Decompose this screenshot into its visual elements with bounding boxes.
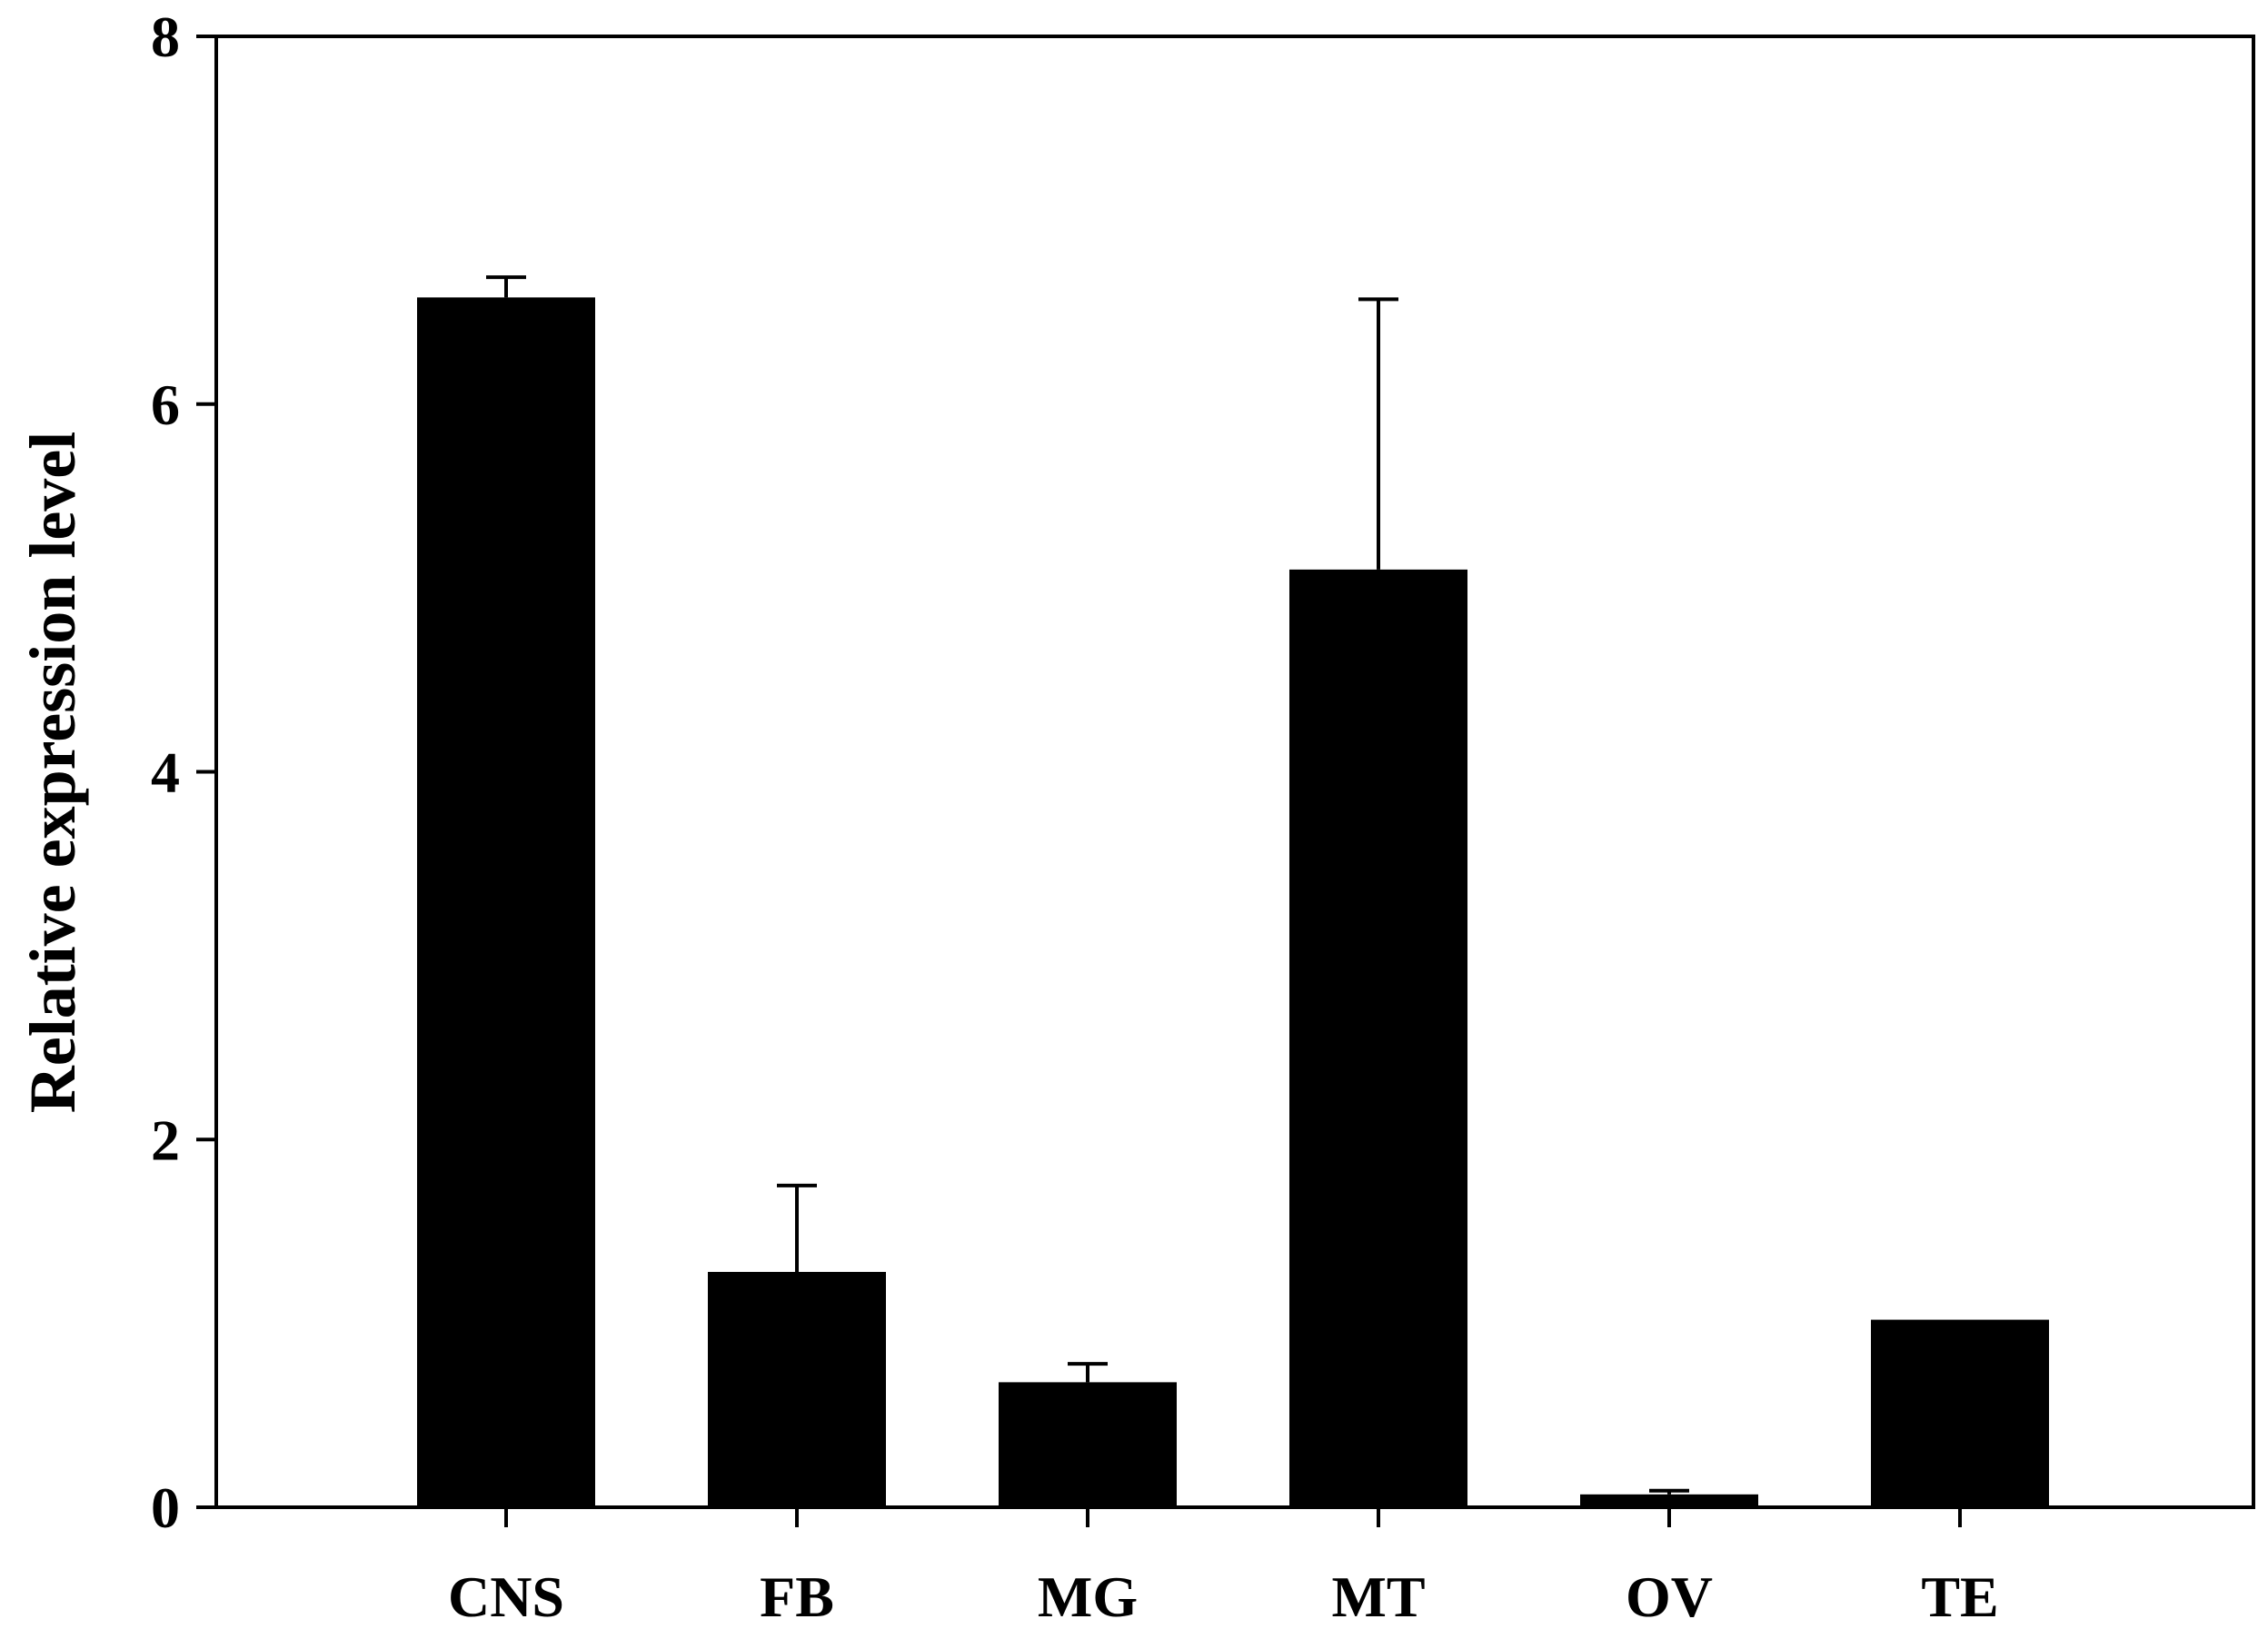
y-axis-title: Relative expression level xyxy=(16,432,89,1114)
y-tick-label-8: 8 xyxy=(151,5,180,69)
x-tick-label-cns: CNS xyxy=(448,1564,564,1629)
x-tick-label-ov: OV xyxy=(1626,1564,1713,1629)
x-axis-ticks: CNS FB MG MT OV TE xyxy=(448,1507,1999,1629)
y-tick-label-4: 4 xyxy=(151,740,180,805)
bar-cns xyxy=(417,297,595,1507)
y-tick-label-0: 0 xyxy=(151,1475,180,1540)
y-axis-ticks: 0 2 4 6 8 xyxy=(151,5,216,1540)
y-tick-label-2: 2 xyxy=(151,1108,180,1172)
bar-mt xyxy=(1289,569,1467,1508)
y-tick-label-6: 6 xyxy=(151,372,180,437)
x-tick-label-mt: MT xyxy=(1331,1564,1425,1629)
x-tick-label-fb: FB xyxy=(760,1564,834,1629)
bars-group xyxy=(417,297,2049,1508)
x-tick-label-te: TE xyxy=(1921,1564,1998,1629)
bar-te xyxy=(1871,1319,2049,1507)
x-tick-label-mg: MG xyxy=(1038,1564,1138,1629)
bar-mg xyxy=(999,1382,1177,1507)
bar-fb xyxy=(708,1271,886,1507)
bar-ov xyxy=(1580,1494,1758,1507)
error-bars-group xyxy=(486,275,1689,1495)
